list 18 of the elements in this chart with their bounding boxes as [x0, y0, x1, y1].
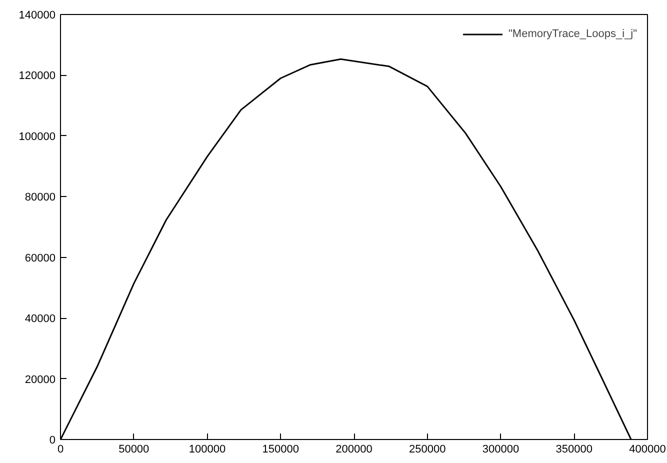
x-tick-label: 150000: [262, 444, 299, 456]
y-tick-label: 0: [49, 434, 56, 446]
x-tick-label: 300000: [482, 444, 520, 456]
y-tick-label: 60000: [24, 252, 56, 264]
y-tick-label: 100000: [18, 130, 56, 143]
x-tick-label: 100000: [188, 444, 226, 456]
y-tick-label: 40000: [24, 313, 56, 326]
y-tick-label: 120000: [18, 70, 56, 82]
x-tick-label: 0: [57, 444, 64, 456]
x-tick-label: 50000: [118, 444, 150, 456]
y-tick-label: 20000: [24, 374, 56, 386]
x-tick-label: 250000: [409, 444, 446, 456]
y-tick-label: 140000: [18, 10, 56, 22]
legend-label: "MemoryTrace_Loops_i_j": [508, 28, 637, 40]
x-tick-label: 400000: [629, 444, 666, 456]
x-tick-label: 200000: [336, 444, 372, 456]
y-tick-label: 80000: [24, 192, 56, 204]
x-tick-label: 350000: [556, 444, 592, 456]
